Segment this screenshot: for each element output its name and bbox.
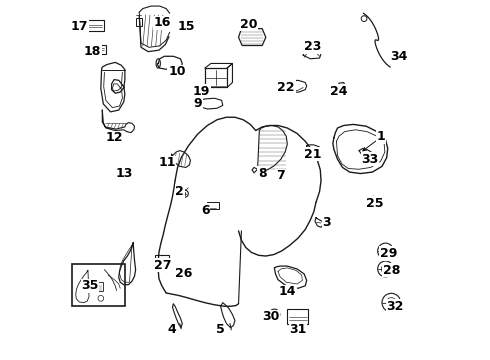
Text: 11: 11 xyxy=(158,156,175,169)
Text: 32: 32 xyxy=(386,300,404,313)
Text: 8: 8 xyxy=(258,167,267,180)
Bar xyxy=(207,202,219,210)
Bar xyxy=(92,282,103,291)
Text: 25: 25 xyxy=(366,197,384,210)
Text: 22: 22 xyxy=(277,81,295,94)
Text: 5: 5 xyxy=(216,323,225,336)
Text: 23: 23 xyxy=(304,40,321,53)
Text: 17: 17 xyxy=(71,20,88,33)
Text: 12: 12 xyxy=(105,131,123,144)
Text: 21: 21 xyxy=(304,148,322,161)
Text: 9: 9 xyxy=(194,98,202,111)
Bar xyxy=(287,309,308,324)
Text: 20: 20 xyxy=(240,18,257,31)
Text: 10: 10 xyxy=(168,65,186,78)
Text: 31: 31 xyxy=(290,323,307,336)
Text: 3: 3 xyxy=(322,216,331,229)
Text: 7: 7 xyxy=(276,169,285,182)
Text: 4: 4 xyxy=(167,323,176,336)
Bar xyxy=(155,255,169,267)
Text: 30: 30 xyxy=(262,310,279,324)
Bar xyxy=(72,264,125,306)
Text: 18: 18 xyxy=(84,45,101,58)
Text: 26: 26 xyxy=(175,267,193,280)
Text: 15: 15 xyxy=(177,20,195,33)
Bar xyxy=(136,18,142,26)
Text: 29: 29 xyxy=(380,247,397,260)
Text: 6: 6 xyxy=(201,204,210,217)
Bar xyxy=(81,21,104,31)
Text: 28: 28 xyxy=(383,264,400,277)
Text: 34: 34 xyxy=(390,50,407,63)
Text: 33: 33 xyxy=(361,153,378,166)
Text: 35: 35 xyxy=(81,279,99,292)
Text: 13: 13 xyxy=(115,167,132,180)
Text: 2: 2 xyxy=(175,185,184,198)
Text: 16: 16 xyxy=(154,17,171,30)
Text: 27: 27 xyxy=(154,259,172,272)
Text: 24: 24 xyxy=(330,85,348,98)
Bar xyxy=(87,45,106,54)
Text: 1: 1 xyxy=(377,130,386,144)
Text: 14: 14 xyxy=(279,285,296,298)
Text: 19: 19 xyxy=(193,85,210,98)
